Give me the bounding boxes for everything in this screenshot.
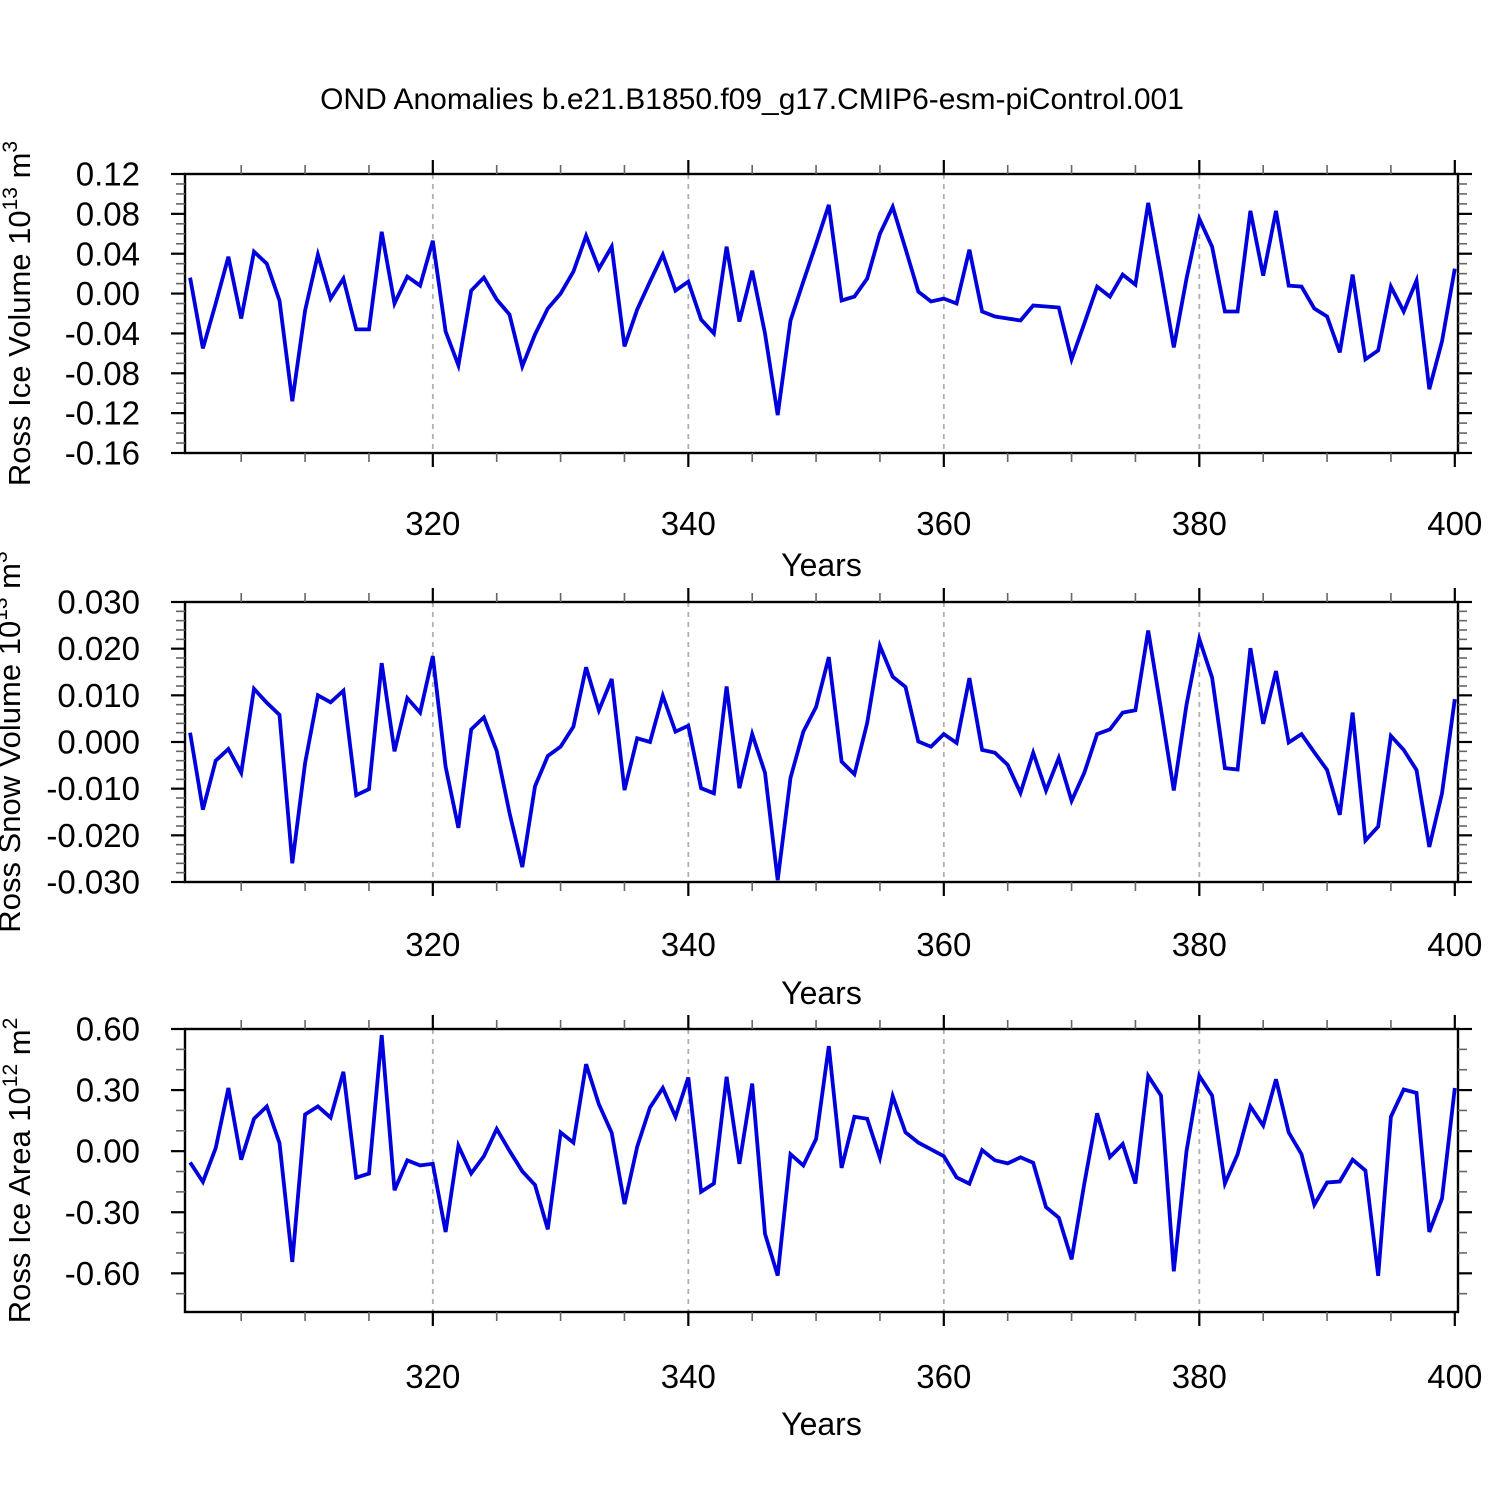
- x-tick-label: 400: [1427, 1358, 1482, 1395]
- x-axis-label: Years: [781, 547, 862, 583]
- y-tick-label: 0.12: [76, 156, 140, 193]
- chart-title: OND Anomalies b.e21.B1850.f09_g17.CMIP6-…: [320, 83, 1184, 116]
- x-tick-label: 380: [1172, 926, 1227, 963]
- y-tick-label: -0.30: [65, 1194, 140, 1231]
- y-tick-label: 0.000: [57, 724, 140, 761]
- x-tick-label: 340: [661, 926, 716, 963]
- x-tick-label: 360: [916, 926, 971, 963]
- y-tick-label: 0.010: [57, 677, 140, 714]
- y-tick-label: -0.08: [65, 355, 140, 392]
- ticks: [171, 588, 1472, 896]
- x-tick-label: 360: [916, 505, 971, 542]
- y-tick-label: 0.00: [76, 275, 140, 312]
- y-tick-label: -0.010: [46, 770, 140, 807]
- y-tick-label: -0.020: [46, 817, 140, 854]
- y-tick-label: -0.12: [65, 395, 140, 432]
- panel-ross-ice-volume: 0.120.080.040.00-0.04-0.08-0.12-0.16 320 3…: [0, 141, 1482, 583]
- x-tick-label: 380: [1172, 505, 1227, 542]
- panel-ross-snow-volume: 0.030 0.020 0.010 0.000 -0.010 -0.020 -0.030 32…: [0, 551, 1482, 1011]
- x-tick-label: 360: [916, 1358, 971, 1395]
- x-tick-label: 320: [405, 1358, 460, 1395]
- x-tick-label: 400: [1427, 926, 1482, 963]
- x-tick-label: 380: [1172, 1358, 1227, 1395]
- x-tick-label: 320: [405, 505, 460, 542]
- y-tick-label: -0.04: [65, 315, 140, 352]
- axis-box: [183, 172, 1460, 455]
- y-axis-label: Ross Snow Volume 1013 m3: [0, 551, 27, 932]
- axis-box: [183, 600, 1460, 884]
- series-line-ross-ice-volume: [188, 201, 1457, 416]
- series-line-ross-snow-volume: [188, 630, 1457, 881]
- y-axis-label: Ross Ice Volume 1013 m3: [0, 141, 37, 486]
- y-tick-label: -0.030: [46, 864, 140, 901]
- y-tick-label: 0.030: [57, 584, 140, 621]
- axis-box: [183, 1027, 1460, 1314]
- y-tick-label: 0.00: [76, 1133, 140, 1170]
- x-tick-label: 340: [661, 505, 716, 542]
- y-tick-label: -0.60: [65, 1255, 140, 1292]
- y-tick-label: 0.08: [76, 195, 140, 232]
- series-line-ross-ice-area: [188, 1034, 1457, 1277]
- x-axis-label: Years: [781, 1406, 862, 1442]
- y-tick-label: 0.60: [76, 1011, 140, 1048]
- y-tick-label: 0.020: [57, 630, 140, 667]
- ticks: [171, 160, 1472, 467]
- x-tick-label: 320: [405, 926, 460, 963]
- x-tick-label: 340: [661, 1358, 716, 1395]
- panel-ross-ice-area: 0.60 0.30 0.00 -0.30 -0.60 320 340 360 380 400 Yea…: [0, 1011, 1482, 1442]
- x-axis-label: Years: [781, 975, 862, 1011]
- y-axis-label: Ross Ice Area 1012 m2: [0, 1018, 37, 1324]
- x-tick-label: 400: [1427, 505, 1482, 542]
- ticks: [171, 1015, 1472, 1326]
- y-tick-label: 0.04: [76, 235, 140, 272]
- y-tick-label: -0.16: [65, 435, 140, 472]
- y-tick-label: 0.30: [76, 1072, 140, 1109]
